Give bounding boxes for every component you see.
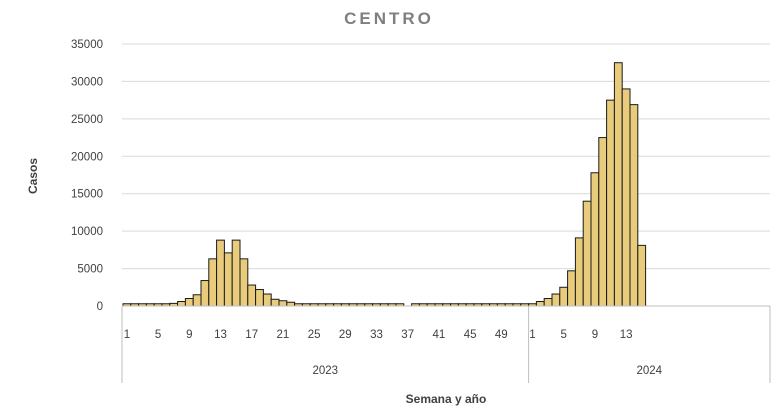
x-tick-label: 9 xyxy=(592,329,598,341)
y-axis-ticks: 0 5000 10000 15000 20000 25000 30000 35000 xyxy=(71,39,103,313)
x-tick-label: 37 xyxy=(401,329,414,341)
bar-2024-w7 xyxy=(574,237,584,307)
bar-2024-w2 xyxy=(535,301,545,307)
x-tick-label: 13 xyxy=(214,329,227,341)
bar-2023-w15 xyxy=(231,239,241,307)
x-tick-label: 13 xyxy=(620,329,633,341)
bar-2024-w15 xyxy=(637,244,647,307)
x-tick-label: 5 xyxy=(560,329,566,341)
bar-2023-w19 xyxy=(262,293,272,307)
bar-2024-w3 xyxy=(543,298,553,307)
x-group-label-2024: 2024 xyxy=(637,365,663,377)
bars xyxy=(122,62,647,307)
x-tick-label: 21 xyxy=(277,329,290,341)
x-tick-label: 17 xyxy=(245,329,258,341)
x-tick-label: 5 xyxy=(155,329,161,341)
x-tick-label: 41 xyxy=(433,329,446,341)
y-tick-label: 5000 xyxy=(77,264,103,276)
x-axis-title: Semana y año xyxy=(406,392,487,406)
x-tick-label: 9 xyxy=(186,329,192,341)
bar-2023-w10 xyxy=(192,294,202,307)
bar-2024-w12 xyxy=(613,62,623,307)
x-group-label-2023: 2023 xyxy=(313,365,339,377)
bar-2023-w8 xyxy=(177,301,186,307)
bar-2024-w13 xyxy=(621,88,631,307)
bar-2023-w17 xyxy=(247,284,257,307)
bar-2024-w5 xyxy=(559,286,569,307)
bar-2023-w18 xyxy=(255,289,264,307)
bar-2023-w16 xyxy=(239,258,249,307)
bar-2023-w20 xyxy=(270,298,280,307)
chart-title: CENTRO xyxy=(344,9,434,28)
x-tick-label: 1 xyxy=(529,329,535,341)
x-tick-label: 29 xyxy=(339,329,352,341)
bar-2023-w21 xyxy=(278,300,288,307)
bar-2023-w12 xyxy=(208,258,218,307)
bar-2024-w14 xyxy=(629,104,639,307)
y-tick-label: 10000 xyxy=(71,226,103,238)
bar-2023-w9 xyxy=(184,298,194,307)
bar-2024-w9 xyxy=(590,172,600,307)
bar-2024-w8 xyxy=(582,200,592,307)
bar-2024-w4 xyxy=(551,293,561,307)
y-axis-title: Casos xyxy=(26,158,40,194)
x-tick-label: 45 xyxy=(464,329,477,341)
y-tick-label: 30000 xyxy=(71,76,103,88)
x-tick-label: 33 xyxy=(370,329,383,341)
x-axis: 1 5 9 13 17 21 25 29 33 37 41 45 49 1 5 9 13 2023 2024 xyxy=(121,305,771,383)
y-tick-label: 25000 xyxy=(71,114,103,126)
x-tick-label: 1 xyxy=(124,329,130,341)
bar-2023-w14 xyxy=(223,252,233,307)
bar-2023-w11 xyxy=(200,280,210,307)
bar-2024-w11 xyxy=(606,99,615,307)
y-tick-label: 0 xyxy=(97,301,103,313)
y-tick-label: 35000 xyxy=(71,39,103,51)
y-tick-label: 15000 xyxy=(71,189,103,201)
x-tick-label: 49 xyxy=(495,329,508,341)
bar-2023-w13 xyxy=(216,239,225,307)
y-tick-label: 20000 xyxy=(71,151,103,163)
bar-2024-w6 xyxy=(567,270,576,307)
bar-2023-w22 xyxy=(286,301,296,307)
x-tick-label: 25 xyxy=(308,329,321,341)
bar-2024-w10 xyxy=(598,137,608,307)
